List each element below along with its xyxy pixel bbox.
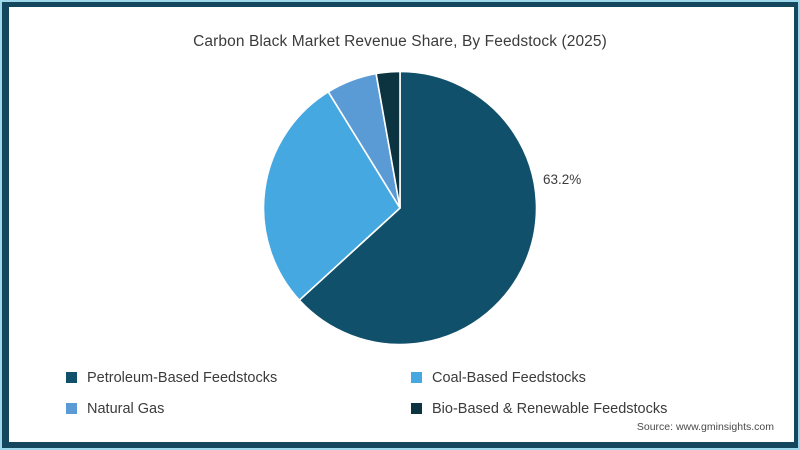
pie-slice	[263, 90, 402, 302]
legend-item[interactable]: Petroleum-Based Feedstocks	[66, 362, 411, 393]
legend-swatch-icon	[66, 372, 77, 383]
pie-slice-group	[263, 71, 537, 345]
pie-chart	[263, 71, 537, 345]
pie-data-label-petroleum: 63.2%	[543, 172, 582, 187]
legend-swatch-icon	[411, 403, 422, 414]
pie-slice	[298, 71, 537, 345]
legend-item-label: Coal-Based Feedstocks	[432, 369, 586, 386]
legend-item[interactable]: Bio-Based & Renewable Feedstocks	[411, 393, 756, 424]
page-title: Carbon Black Market Revenue Share, By Fe…	[193, 33, 607, 50]
pie-chart-svg	[263, 71, 537, 345]
legend-item-label: Bio-Based & Renewable Feedstocks	[432, 400, 668, 417]
legend-item[interactable]: Natural Gas	[66, 393, 411, 424]
chart-legend: Petroleum-Based Feedstocks Coal-Based Fee…	[66, 362, 756, 424]
legend-swatch-icon	[411, 372, 422, 383]
legend-item[interactable]: Coal-Based Feedstocks	[411, 362, 756, 393]
legend-swatch-icon	[66, 403, 77, 414]
source-note: Source: www.gminsights.com	[636, 421, 774, 433]
pie-slice	[375, 71, 401, 209]
legend-item-label: Petroleum-Based Feedstocks	[87, 369, 278, 386]
legend-item-label: Natural Gas	[87, 400, 165, 417]
